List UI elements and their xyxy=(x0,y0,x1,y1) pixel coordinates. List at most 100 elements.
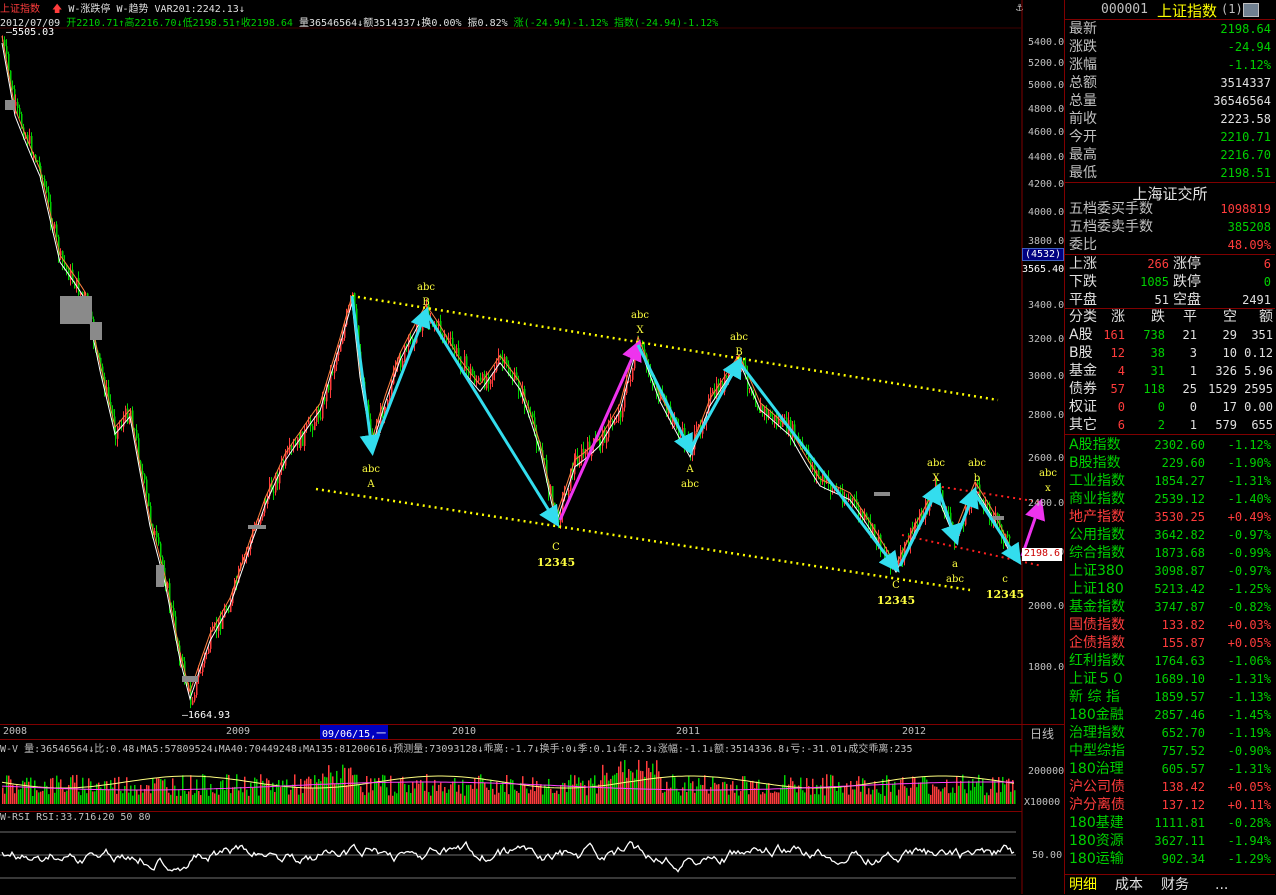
volume-bar xyxy=(180,795,182,804)
kline-svg[interactable] xyxy=(0,0,1064,894)
volume-bar xyxy=(834,786,836,804)
index-row[interactable]: 上证180 5213.42 -1.25% xyxy=(1065,580,1275,598)
candle-body xyxy=(504,357,506,364)
candle-body xyxy=(626,381,628,394)
category-cell: 17 xyxy=(1222,400,1237,414)
index-name-label[interactable]: 上证指数 xyxy=(0,4,40,15)
index-row[interactable]: 综合指数 1873.68 -0.99% xyxy=(1065,544,1275,562)
rsi-axis-value: 50.00 xyxy=(1032,850,1063,861)
volume-bar xyxy=(20,789,22,804)
gray-marker xyxy=(874,492,890,496)
index-row[interactable]: 180基建 1111.81 -0.28% xyxy=(1065,814,1275,832)
index-row[interactable]: 治理指数 652.70 -1.19% xyxy=(1065,724,1275,742)
order-row: 五档委卖手数 385208 xyxy=(1065,218,1275,236)
volume-bar xyxy=(1012,779,1014,804)
volume-bar xyxy=(994,780,996,804)
index-row[interactable]: 红利指数 1764.63 -1.06% xyxy=(1065,652,1275,670)
index-row[interactable]: 180资源 3627.11 -1.94% xyxy=(1065,832,1275,850)
index-row[interactable]: 中型综指 757.52 -0.90% xyxy=(1065,742,1275,760)
volume-bar xyxy=(718,784,720,804)
candle-body xyxy=(904,542,906,560)
volume-bar xyxy=(326,777,328,804)
index-row[interactable]: 180运输 902.34 -1.29% xyxy=(1065,850,1275,868)
quote-row: 总量 36546564 xyxy=(1065,92,1275,110)
volume-bar xyxy=(682,787,684,804)
index-row[interactable]: 公用指数 3642.82 -0.97% xyxy=(1065,526,1275,544)
index-row[interactable]: 企债指数 155.87 +0.05% xyxy=(1065,634,1275,652)
volume-bar xyxy=(188,791,190,804)
candle-body xyxy=(624,393,626,408)
tab-finance[interactable]: 财务 xyxy=(1161,877,1189,893)
anchor-icon[interactable]: ⚓ xyxy=(1016,0,1024,14)
volume-bar xyxy=(40,791,42,804)
quote-row: 最新 2198.64 xyxy=(1065,20,1275,38)
candle-body xyxy=(297,437,299,445)
volume-bar xyxy=(926,779,928,804)
candle-body xyxy=(444,336,446,338)
category-cell: 0 xyxy=(1189,400,1197,414)
period-label[interactable]: 日线 xyxy=(1030,727,1055,741)
candle-body xyxy=(770,411,772,417)
volume-bar xyxy=(32,795,34,804)
volume-bar xyxy=(838,782,840,804)
volume-bar xyxy=(644,776,646,804)
tab-detail[interactable]: 明细 xyxy=(1069,877,1097,893)
quote-label: 前收 xyxy=(1069,111,1097,127)
index-row[interactable]: 180金融 2857.46 -1.45% xyxy=(1065,706,1275,724)
candle-body xyxy=(206,653,208,655)
candle-body xyxy=(134,429,136,431)
index-row[interactable]: 上证380 3098.87 -0.97% xyxy=(1065,562,1275,580)
indicator-trend-label[interactable]: W-趋势 xyxy=(116,4,149,15)
tab-cost[interactable]: 成本 xyxy=(1115,877,1143,893)
candle-body xyxy=(260,517,262,524)
candle-body xyxy=(602,429,604,446)
index-row[interactable]: 沪分离债 137.12 +0.11% xyxy=(1065,796,1275,814)
volume-bar xyxy=(356,774,358,804)
index-row[interactable]: 基金指数 3747.87 -0.82% xyxy=(1065,598,1275,616)
index-name: 180治理 xyxy=(1069,761,1124,777)
index-row[interactable]: 上证５０ 1689.10 -1.31% xyxy=(1065,670,1275,688)
index-row[interactable]: 180治理 605.57 -1.31% xyxy=(1065,760,1275,778)
category-cell: 其它 xyxy=(1069,417,1097,433)
index-row[interactable]: 国债指数 133.82 +0.03% xyxy=(1065,616,1275,634)
volume-bar xyxy=(262,780,264,804)
index-row[interactable]: A股指数 2302.60 -1.12% xyxy=(1065,436,1275,454)
volume-bar xyxy=(84,788,86,804)
index-name: 综合指数 xyxy=(1069,545,1125,561)
volume-bar xyxy=(282,780,284,804)
volume-bar xyxy=(962,774,964,804)
candle-body xyxy=(4,39,6,47)
candle-body xyxy=(64,262,66,266)
candle-body xyxy=(275,475,277,493)
volume-bar xyxy=(908,795,910,804)
volume-bar xyxy=(458,784,460,804)
index-row[interactable]: 工业指数 1854.27 -1.31% xyxy=(1065,472,1275,490)
volume-bar xyxy=(296,787,298,804)
volume-bar xyxy=(268,780,270,804)
index-row[interactable]: 商业指数 2539.12 -1.40% xyxy=(1065,490,1275,508)
kline-chart-area[interactable]: 上证指数 🡅 W-涨跌停 W-趋势 VAR201:2242.13↓ ⚓ 2012… xyxy=(0,0,1064,894)
index-row[interactable]: 地产指数 3530.25 +0.49% xyxy=(1065,508,1275,526)
index-row[interactable]: 新 综 指 1859.57 -1.13% xyxy=(1065,688,1275,706)
candle-body xyxy=(175,616,177,639)
candle-body xyxy=(751,388,753,396)
volume-bar xyxy=(866,794,868,804)
index-row[interactable]: B股指数 229.60 -1.90% xyxy=(1065,454,1275,472)
volume-bar xyxy=(104,781,106,804)
volume-bar xyxy=(544,784,546,804)
candle-body xyxy=(158,537,160,544)
candle-body xyxy=(880,534,882,553)
candle-body xyxy=(577,455,579,466)
tab-more[interactable]: ... xyxy=(1215,877,1229,893)
candle-body xyxy=(208,648,210,654)
indicator-limit-label[interactable]: W-涨跌停 xyxy=(68,4,111,15)
volume-bar xyxy=(394,791,396,804)
volume-bar xyxy=(740,791,742,804)
candle-body xyxy=(478,377,480,381)
volume-bar xyxy=(306,778,308,804)
window-icon[interactable] xyxy=(1243,3,1259,17)
price-axis: 5400.0 5200.0 5000.0 4800.0 4600.0 4400.0 4200… xyxy=(1022,0,1064,730)
volume-bar xyxy=(312,788,314,804)
index-row[interactable]: 沪公司债 138.42 +0.05% xyxy=(1065,778,1275,796)
last-price-tag: 2198.6 xyxy=(1022,548,1062,561)
